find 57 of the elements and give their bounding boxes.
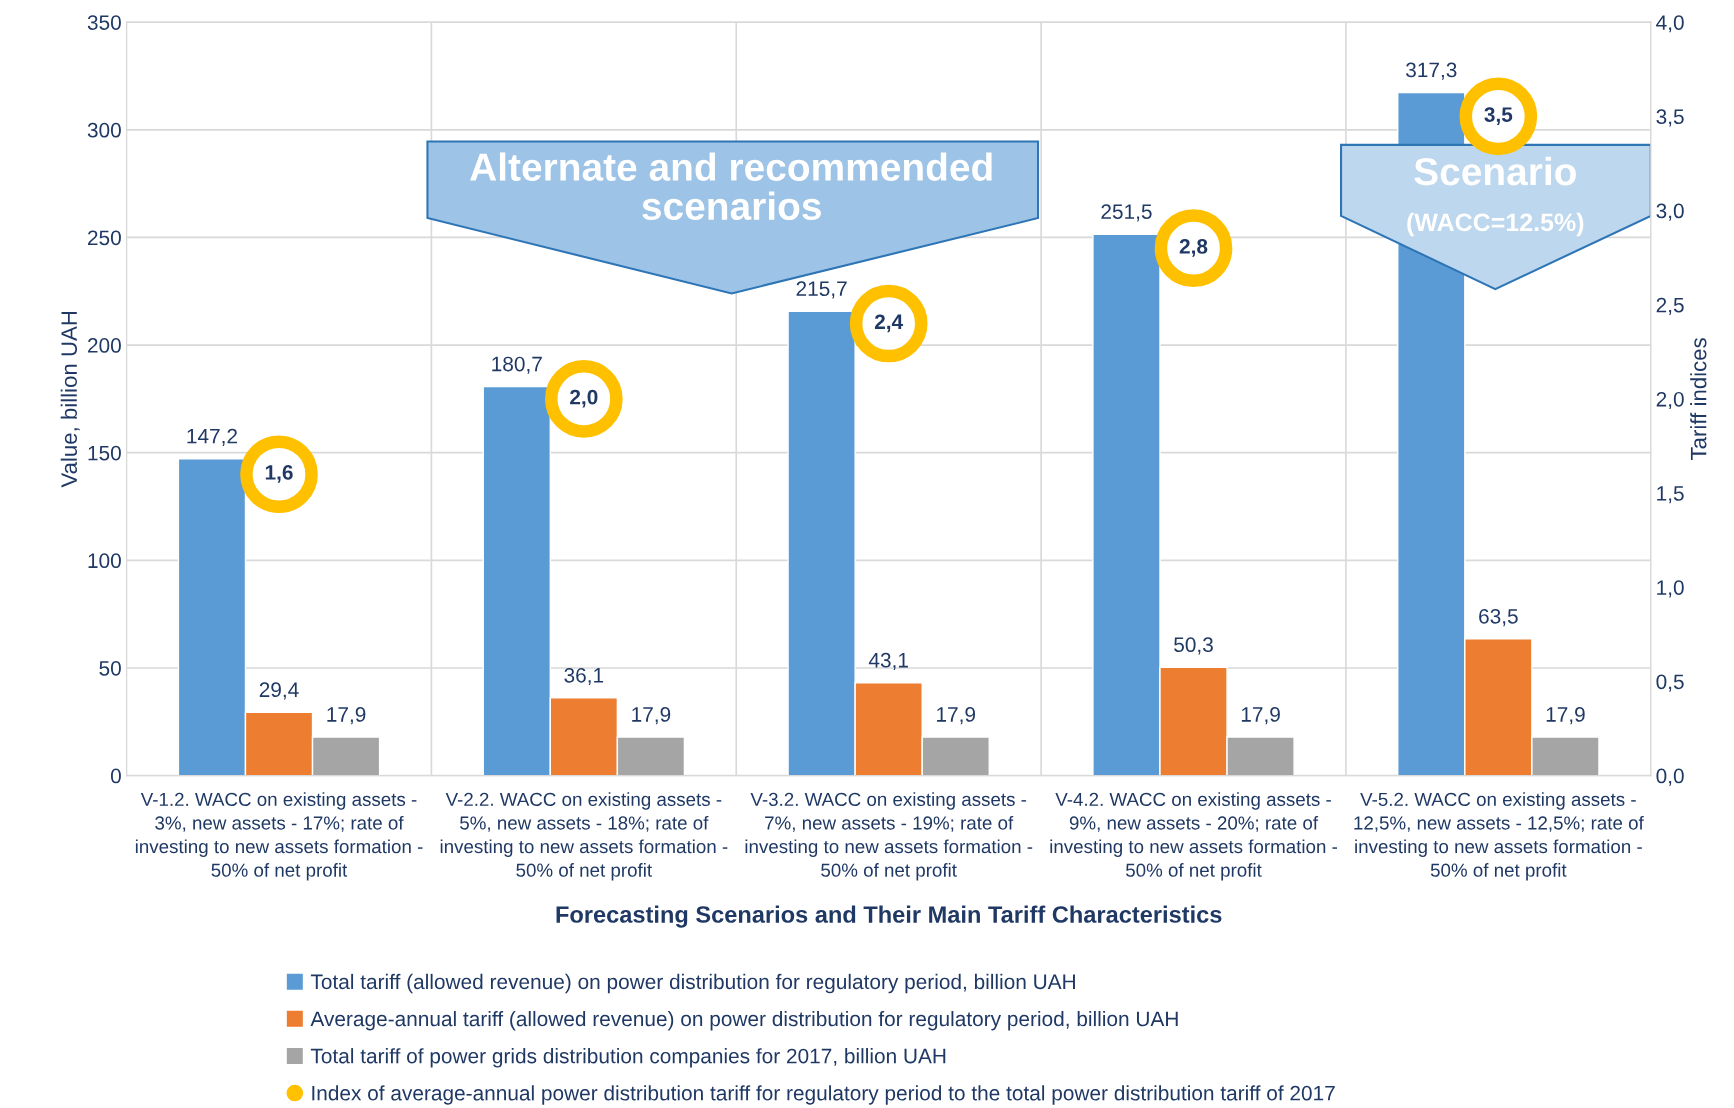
y-tick-label: 350 bbox=[87, 15, 121, 30]
y-axis-title: Value, billion UAH bbox=[60, 311, 80, 488]
data-label: 63,5 bbox=[1479, 608, 1518, 627]
data-label: 2,8 bbox=[1179, 239, 1208, 257]
point bbox=[1154, 209, 1233, 288]
legend-label: Average-annual tariff (allowed revenue) on power distribution for regulatory period, billion UAH bbox=[310, 1010, 1178, 1031]
data-label: 17,9 bbox=[1546, 707, 1585, 725]
y-tick-label: 300 bbox=[87, 122, 121, 138]
legend-label: Total tariff (allowed revenue) on power distribution for regulatory period, billion UAH bbox=[310, 973, 1075, 994]
y2-tick-label: 2,5 bbox=[1656, 297, 1684, 315]
y2-tick-label: 3,5 bbox=[1656, 109, 1684, 127]
data-label: 43,1 bbox=[868, 652, 908, 671]
data-label: 215,7 bbox=[796, 281, 847, 299]
data-label: 17,9 bbox=[327, 707, 366, 725]
x-tick-label: V-3.2. WACC on existing assets - 7%, new assets - 19%; rate of investing to new assets formation - 50% of net profit bbox=[745, 792, 1033, 881]
point bbox=[849, 284, 928, 363]
legend-label: Total tariff of power grids distribution companies for 2017, billion UAH bbox=[310, 1048, 946, 1068]
y2-tick-label: 0,0 bbox=[1656, 768, 1684, 786]
data-label: 3,5 bbox=[1484, 107, 1513, 125]
x-tick-label: V-5.2. WACC on existing assets - 12,5%, new assets - 12,5%; rate of investing to new assets formation - 50% of net profit bbox=[1354, 792, 1644, 881]
y2-axis-title: Tariff indices bbox=[1690, 338, 1707, 460]
data-label: 180,7 bbox=[492, 356, 542, 374]
legend-label: Index of average-annual power distribution tariff for regulatory period to the total power distribution tariff of 2017 bbox=[312, 1085, 1335, 1105]
y2-tick-label: 1,5 bbox=[1657, 486, 1684, 504]
y-tick-label: 0 bbox=[110, 768, 121, 784]
data-label: 2,4 bbox=[874, 314, 904, 333]
point bbox=[545, 360, 623, 438]
data-label: 17,9 bbox=[632, 707, 671, 725]
annotation: (WACC=12.5%) bbox=[1407, 212, 1584, 237]
x-tick-label: V-1.2. WACC on existing assets - 3%, new assets - 17%; rate of investing to new assets formation - 50% of net profit bbox=[135, 792, 423, 881]
x-tick-label: V-4.2. WACC on existing assets - 9%, new assets - 20%; rate of investing to new assets formation - 50% of net profit bbox=[1050, 792, 1338, 881]
y2-tick-label: 2,0 bbox=[1656, 391, 1684, 410]
point bbox=[1459, 77, 1538, 156]
y2-tick-label: 3,0 bbox=[1656, 203, 1684, 221]
data-label: 317,3 bbox=[1406, 62, 1457, 80]
y-tick-label: 200 bbox=[88, 338, 121, 353]
data-label: 17,9 bbox=[1241, 707, 1280, 725]
data-label: 36,1 bbox=[564, 667, 604, 686]
point bbox=[240, 435, 318, 514]
data-label: 147,2 bbox=[187, 428, 237, 446]
y2-tick-label: 0,5 bbox=[1656, 674, 1684, 692]
data-label: 1,6 bbox=[265, 465, 293, 483]
data-label: 251,5 bbox=[1101, 204, 1152, 222]
x-tick-label: V-2.2. WACC on existing assets - 5%, new assets - 18%; rate of investing to new assets formation - 50% of net profit bbox=[440, 792, 728, 881]
y2-tick-label: 4,0 bbox=[1656, 15, 1684, 33]
y-tick-label: 250 bbox=[88, 230, 121, 246]
data-label: 17,9 bbox=[937, 707, 976, 725]
y2-tick-label: 1,0 bbox=[1657, 580, 1684, 598]
data-label: 29,4 bbox=[259, 682, 299, 700]
data-label: 50,3 bbox=[1174, 637, 1213, 655]
y-tick-label: 50 bbox=[99, 660, 121, 676]
y-tick-label: 100 bbox=[88, 553, 121, 569]
y-tick-label: 150 bbox=[88, 445, 121, 461]
annotation: Scenario bbox=[1414, 156, 1576, 186]
data-label: 2,0 bbox=[570, 389, 598, 408]
annotation: Alternate and recommended scenarios bbox=[470, 152, 992, 221]
x-axis-title: Forecasting Scenarios and Their Main Tariff Characteristics bbox=[556, 905, 1222, 928]
